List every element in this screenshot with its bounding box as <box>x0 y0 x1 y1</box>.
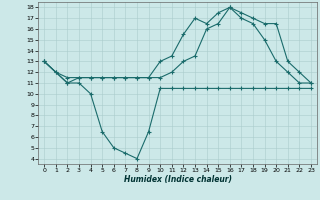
X-axis label: Humidex (Indice chaleur): Humidex (Indice chaleur) <box>124 175 232 184</box>
